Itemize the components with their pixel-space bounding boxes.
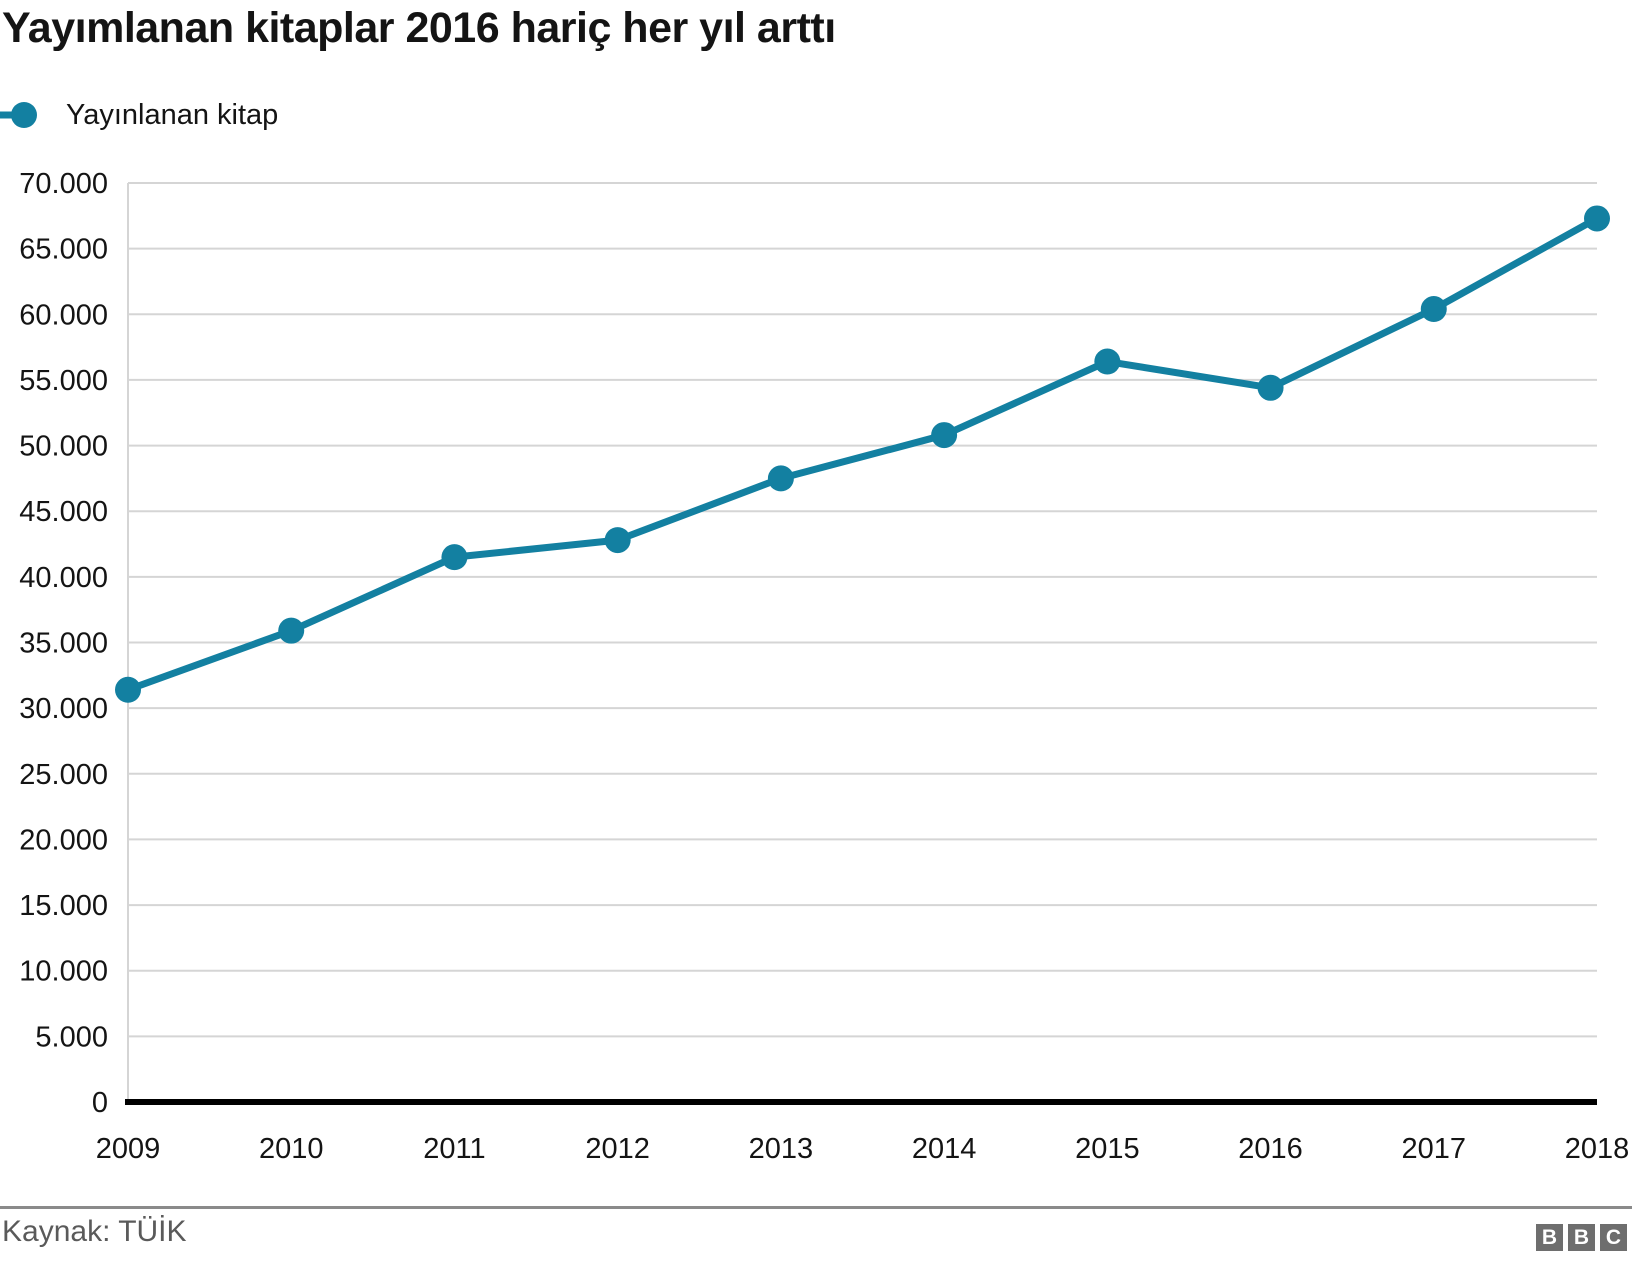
y-tick-label: 40.000 [19, 562, 108, 594]
bbc-logo-letter: C [1600, 1224, 1627, 1251]
legend-label: Yayınlanan kitap [66, 98, 279, 131]
x-tick-label: 2011 [423, 1133, 485, 1165]
bbc-logo: B B C [1536, 1224, 1627, 1251]
y-tick-label: 5.000 [35, 1021, 108, 1053]
line-chart: 0 5.000 10.000 15.000 20.000 25.000 30.000 35.0… [19, 168, 1630, 1165]
x-tick-label: 2015 [1075, 1133, 1140, 1165]
y-tick-label: 35.000 [19, 628, 108, 660]
x-tick-label: 2018 [1565, 1133, 1630, 1165]
x-tick-label: 2014 [912, 1133, 977, 1165]
data-point [931, 422, 958, 449]
data-point [441, 544, 468, 571]
x-tick-label: 2012 [585, 1133, 650, 1165]
data-point [278, 617, 305, 644]
y-tick-label: 55.000 [19, 365, 108, 397]
data-point [1094, 348, 1121, 375]
y-tick-label: 30.000 [19, 693, 108, 725]
data-point [767, 465, 794, 492]
legend-dot-icon [11, 102, 37, 128]
x-tick-label: 2017 [1402, 1133, 1467, 1165]
bbc-logo-letter: B [1536, 1224, 1563, 1251]
x-tick-label: 2010 [259, 1133, 324, 1165]
y-tick-label: 50.000 [19, 431, 108, 463]
y-tick-label: 45.000 [19, 496, 108, 528]
data-point [115, 676, 141, 703]
y-tick-label: 15.000 [19, 890, 108, 922]
bbc-logo-letter: B [1568, 1224, 1595, 1251]
y-tick-label: 0 [92, 1087, 108, 1119]
y-tick-label: 25.000 [19, 759, 108, 791]
y-tick-label: 60.000 [19, 299, 108, 331]
footer-divider [0, 1206, 1632, 1209]
x-tick-label: 2009 [96, 1133, 161, 1165]
legend-marker-icon [0, 102, 37, 128]
data-point [604, 527, 631, 554]
chart-title: Yayımlanan kitaplar 2016 hariç her yıl a… [2, 4, 836, 52]
source-label: Kaynak: TÜİK [2, 1215, 187, 1248]
x-tick-label: 2013 [749, 1133, 814, 1165]
data-line [124, 214, 1601, 694]
data-point [1420, 296, 1447, 323]
data-point [1584, 205, 1610, 232]
y-tick-label: 70.000 [19, 168, 108, 200]
legend: Yayınlanan kitap [0, 99, 278, 131]
y-tick-label: 20.000 [19, 824, 108, 856]
y-tick-label: 65.000 [19, 234, 108, 266]
y-tick-label: 10.000 [19, 956, 108, 988]
data-point [1257, 374, 1284, 401]
x-tick-label: 2016 [1238, 1133, 1303, 1165]
